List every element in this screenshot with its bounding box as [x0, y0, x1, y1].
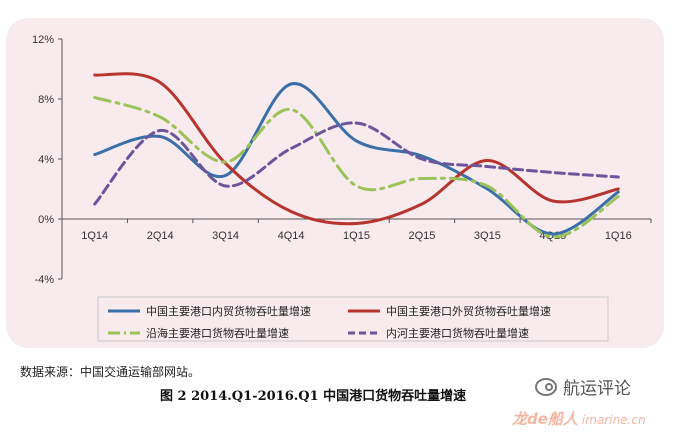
x-tick-label: 1Q16 [605, 230, 632, 242]
brand-logo: 航运评论 [535, 374, 631, 399]
source-note: 数据来源：中国交通运输部网站。 [20, 365, 201, 379]
x-tick-label: 2Q14 [147, 230, 174, 242]
figure-caption: 图 2 2014.Q1-2016.Q1 中国港口货物吞吐量增速 [160, 389, 467, 404]
watermark-site: imarine.cn [581, 413, 646, 427]
watermark: 龙de船人 imarine.cn [512, 408, 646, 429]
series-line-3 [93, 96, 620, 239]
y-tick-label: 4% [38, 154, 54, 166]
y-tick-label: 8% [38, 94, 54, 106]
x-tick-label: 2Q15 [408, 230, 435, 242]
chart-panel: 12% 8% 4% 0% -4% 1Q14 2Q14 3Q14 4Q14 1Q15 2Q15 3Q15… [6, 18, 664, 348]
chat-bubble-icon [535, 377, 557, 396]
watermark-main: 龙de船人 [512, 410, 578, 428]
x-tick-label: 1Q14 [81, 230, 108, 242]
line-chart: 12% 8% 4% 0% -4% 1Q14 2Q14 3Q14 4Q14 1Q15 2Q15 3Q15… [32, 34, 652, 342]
y-tick-label: 0% [38, 214, 54, 226]
brand-name: 航运评论 [563, 379, 631, 399]
x-tick-label: 3Q15 [474, 230, 501, 242]
y-tick-label: -4% [34, 274, 54, 286]
y-tick-label: 12% [32, 34, 54, 46]
legend-label-3: 沿海主要港口货物吞吐量增速 [146, 326, 289, 340]
legend-label-1: 中国主要港口内贸货物吞吐量增速 [146, 304, 311, 318]
legend-label-2: 中国主要港口外贸货物吞吐量增速 [386, 304, 551, 318]
legend-label-4: 内河主要港口货物吞吐量增速 [386, 326, 529, 340]
series-line-2 [93, 72, 620, 226]
x-tick-label: 4Q14 [278, 230, 305, 242]
x-tick-label: 3Q14 [212, 230, 239, 242]
legend-box [97, 296, 609, 342]
x-tick-label: 1Q15 [343, 230, 370, 242]
series-line-1 [93, 82, 620, 236]
series-line-4 [93, 121, 620, 206]
